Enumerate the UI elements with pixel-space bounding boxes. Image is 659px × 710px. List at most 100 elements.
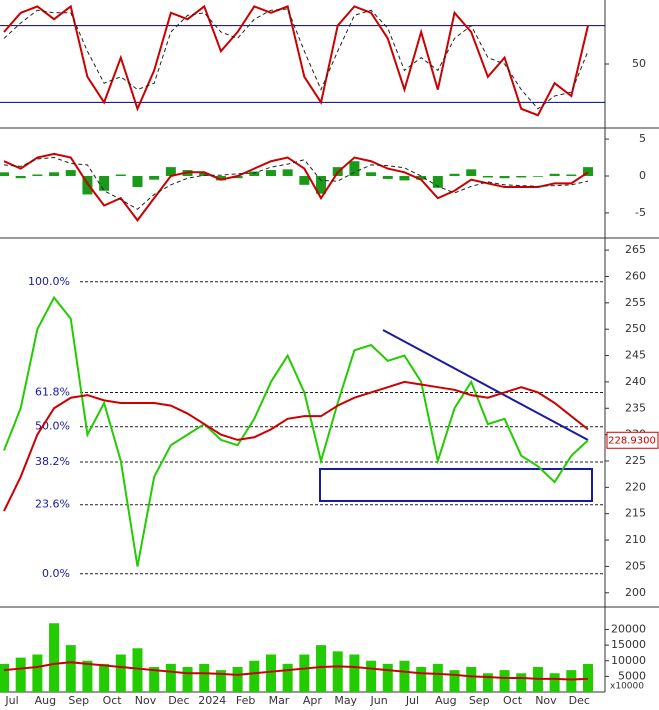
bar: [583, 167, 593, 176]
bar: [199, 173, 210, 176]
bar: [399, 660, 410, 692]
bar: [349, 161, 360, 176]
x-tick-label: Apr: [303, 694, 323, 707]
bar: [466, 169, 477, 176]
x-tick-label: Sep: [469, 694, 490, 707]
bar: [516, 175, 527, 178]
bar: [32, 174, 43, 176]
bar: [399, 175, 410, 181]
x-tick-label: May: [334, 694, 357, 707]
bar: [199, 663, 210, 692]
bar: [482, 673, 493, 692]
bar: [15, 175, 26, 179]
fib-label: 100.0%: [28, 275, 70, 288]
price-box: [606, 431, 659, 449]
bar: [316, 645, 327, 692]
series-line: [3, 152, 589, 222]
bar: [115, 174, 126, 176]
bar: [516, 673, 527, 692]
x-tick-label: Feb: [236, 694, 255, 707]
bar: [82, 175, 93, 195]
y-tick-label: 245: [625, 349, 646, 362]
bar: [332, 651, 343, 692]
bar: [316, 175, 327, 194]
series-line: [3, 8, 589, 110]
bar: [249, 660, 260, 692]
fib-label: 61.8%: [35, 385, 70, 398]
x-tick-label: Jul: [405, 694, 419, 707]
series-line: [3, 4, 589, 117]
bar: [265, 170, 276, 176]
bar: [65, 645, 76, 692]
x-tick-label: Nov: [135, 694, 157, 707]
bar: [382, 663, 393, 692]
bar: [15, 657, 26, 692]
x-tick-label: Jun: [369, 694, 387, 707]
x-tick-label: Aug: [435, 694, 456, 707]
y-tick-label: 220: [625, 480, 646, 493]
bar: [0, 172, 9, 176]
y-tick-label: 200: [625, 586, 646, 599]
y-tick-label: -5: [635, 206, 646, 219]
x-tick-label: Jul: [4, 694, 18, 707]
y-tick-label: 240: [625, 375, 646, 388]
bar: [482, 175, 493, 178]
series-line: [3, 157, 589, 210]
bar: [49, 172, 60, 176]
bar: [99, 663, 110, 692]
y-tick-label: 0: [639, 169, 646, 182]
y-tick-label: 215: [625, 507, 646, 520]
y-tick-label: 260: [625, 269, 646, 282]
bar: [449, 670, 460, 692]
series-line: [3, 661, 589, 681]
y-tick-label: 250: [625, 322, 646, 335]
y-tick-label: 15000: [611, 638, 646, 651]
bar: [265, 654, 276, 692]
fib-label: 38.2%: [35, 455, 70, 468]
y-tick-label: 205: [625, 559, 646, 572]
x-tick-label: Dec: [168, 694, 189, 707]
fib-label: 23.6%: [35, 498, 70, 511]
bar: [449, 173, 460, 176]
bar: [466, 667, 477, 692]
bar: [115, 654, 126, 692]
x-tick-label: Sep: [68, 694, 89, 707]
bar: [65, 170, 76, 176]
bar: [165, 663, 176, 692]
series-line: [3, 380, 589, 512]
x-tick-label: Oct: [103, 694, 123, 707]
bar: [299, 654, 310, 692]
bar: [249, 171, 260, 176]
support-box: [319, 468, 593, 502]
bar: [82, 660, 93, 692]
bar: [32, 654, 43, 692]
bar: [583, 663, 593, 692]
unit-label: x10000: [610, 682, 644, 692]
bar: [215, 670, 226, 692]
bar: [0, 663, 9, 692]
bar: [282, 663, 293, 692]
y-tick-label: 235: [625, 401, 646, 414]
y-tick-label: 50: [632, 57, 646, 70]
bar: [366, 172, 377, 176]
bar: [99, 175, 110, 191]
x-tick-label: Oct: [503, 694, 523, 707]
bar: [232, 175, 243, 179]
bar: [232, 667, 243, 692]
series-line: [3, 295, 589, 567]
bar: [349, 654, 360, 692]
bar: [299, 175, 310, 185]
bar: [49, 623, 60, 692]
bar: [149, 667, 160, 692]
y-tick-label: 225: [625, 454, 646, 467]
bar: [532, 175, 543, 177]
price-label: 228.9300: [608, 435, 656, 446]
bar: [182, 667, 193, 692]
bar: [549, 673, 560, 692]
bar: [416, 667, 427, 692]
x-tick-label: 2024: [198, 694, 226, 707]
fib-label: 0.0%: [42, 567, 70, 580]
bar: [132, 175, 143, 188]
y-tick-label: 10000: [611, 654, 646, 667]
